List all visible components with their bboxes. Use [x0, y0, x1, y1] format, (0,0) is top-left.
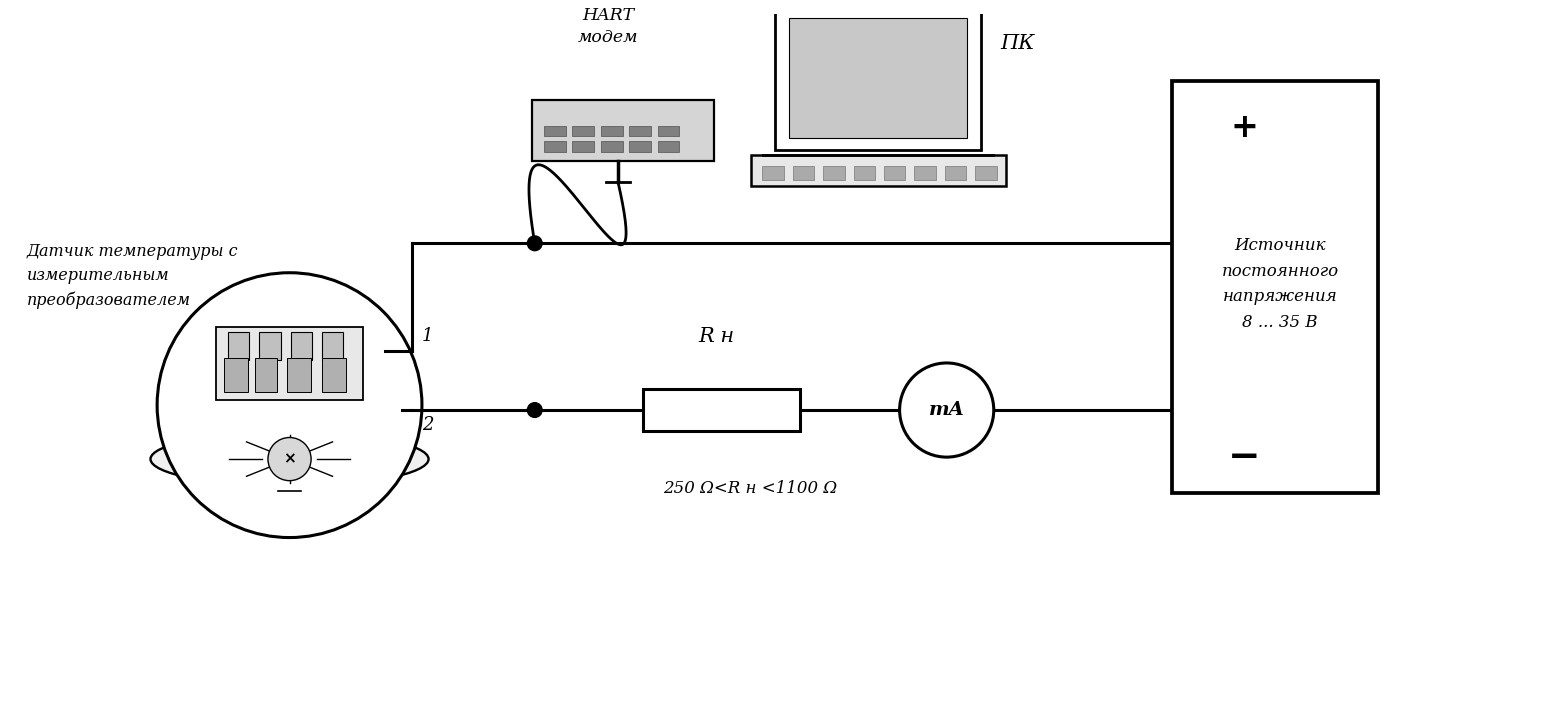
- Bar: [572, 126, 594, 137]
- Bar: [533, 100, 713, 161]
- Circle shape: [527, 403, 542, 418]
- Bar: [255, 358, 277, 393]
- Bar: [322, 358, 347, 393]
- Bar: [629, 126, 651, 137]
- Bar: [763, 166, 783, 180]
- Bar: [572, 142, 594, 152]
- Bar: [853, 166, 875, 180]
- Bar: [824, 166, 845, 180]
- Bar: [789, 18, 967, 138]
- Bar: [322, 332, 343, 360]
- Bar: [544, 126, 566, 137]
- Circle shape: [900, 363, 993, 457]
- Bar: [228, 332, 249, 360]
- Bar: [657, 142, 679, 152]
- Text: ПК: ПК: [1001, 34, 1035, 53]
- Text: −: −: [1228, 438, 1260, 476]
- Text: 1: 1: [423, 327, 434, 345]
- Text: HART
модем: HART модем: [578, 7, 639, 46]
- Text: +: +: [1231, 111, 1259, 144]
- Text: 2: 2: [423, 416, 434, 434]
- Bar: [751, 155, 1005, 186]
- Bar: [291, 332, 312, 360]
- Bar: [260, 332, 281, 360]
- Bar: [657, 126, 679, 137]
- Bar: [216, 326, 364, 400]
- Bar: [544, 142, 566, 152]
- Bar: [775, 8, 981, 150]
- Circle shape: [527, 236, 542, 251]
- Ellipse shape: [151, 432, 429, 486]
- Text: R н: R н: [698, 327, 733, 346]
- Text: ×: ×: [283, 452, 295, 467]
- Text: Датчик температуры с
измерительным
преобразователем: Датчик температуры с измерительным преоб…: [26, 243, 238, 309]
- Bar: [286, 358, 311, 393]
- Bar: [914, 166, 936, 180]
- Bar: [601, 142, 623, 152]
- Bar: [629, 142, 651, 152]
- Bar: [1172, 81, 1378, 493]
- Text: mA: mA: [929, 401, 965, 419]
- Text: 250 Ω<R н <1100 Ω: 250 Ω<R н <1100 Ω: [664, 480, 838, 497]
- Bar: [793, 166, 814, 180]
- Bar: [643, 390, 800, 431]
- Circle shape: [267, 437, 311, 481]
- Bar: [974, 166, 996, 180]
- Bar: [224, 358, 249, 393]
- Bar: [884, 166, 906, 180]
- Text: Источник
постоянного
напряжения
8 ... 35 В: Источник постоянного напряжения 8 ... 35…: [1221, 237, 1338, 331]
- Bar: [601, 126, 623, 137]
- Bar: [945, 166, 967, 180]
- Circle shape: [157, 273, 423, 538]
